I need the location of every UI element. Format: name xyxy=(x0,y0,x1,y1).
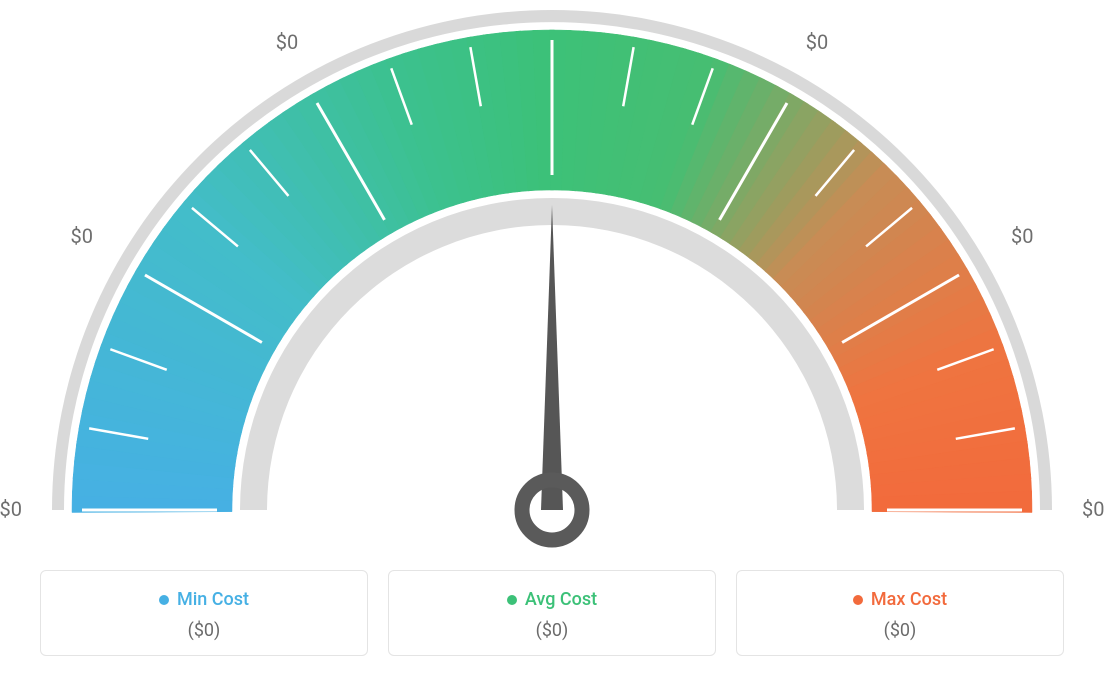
svg-text:$0: $0 xyxy=(71,224,93,248)
svg-text:$0: $0 xyxy=(1011,224,1033,248)
legend-card-max: Max Cost ($0) xyxy=(736,570,1064,656)
legend-top: Min Cost xyxy=(53,589,355,610)
svg-text:$0: $0 xyxy=(0,497,22,521)
legend-row: Min Cost ($0) Avg Cost ($0) Max Cost ($0… xyxy=(0,570,1104,656)
svg-text:$0: $0 xyxy=(276,30,298,54)
legend-value-avg: ($0) xyxy=(401,620,703,641)
svg-text:$0: $0 xyxy=(806,30,828,54)
dot-icon xyxy=(159,595,169,605)
legend-top: Avg Cost xyxy=(401,589,703,610)
legend-label-min: Min Cost xyxy=(177,589,249,610)
legend-label-avg: Avg Cost xyxy=(525,589,597,610)
legend-value-max: ($0) xyxy=(749,620,1051,641)
legend-card-avg: Avg Cost ($0) xyxy=(388,570,716,656)
legend-card-min: Min Cost ($0) xyxy=(40,570,368,656)
dot-icon xyxy=(507,595,517,605)
legend-value-min: ($0) xyxy=(53,620,355,641)
gauge-svg: $0$0$0$0$0$0$0 xyxy=(0,0,1104,560)
legend-top: Max Cost xyxy=(749,589,1051,610)
gauge-chart: $0$0$0$0$0$0$0 xyxy=(0,0,1104,560)
svg-text:$0: $0 xyxy=(1082,497,1104,521)
dot-icon xyxy=(853,595,863,605)
legend-label-max: Max Cost xyxy=(871,589,947,610)
